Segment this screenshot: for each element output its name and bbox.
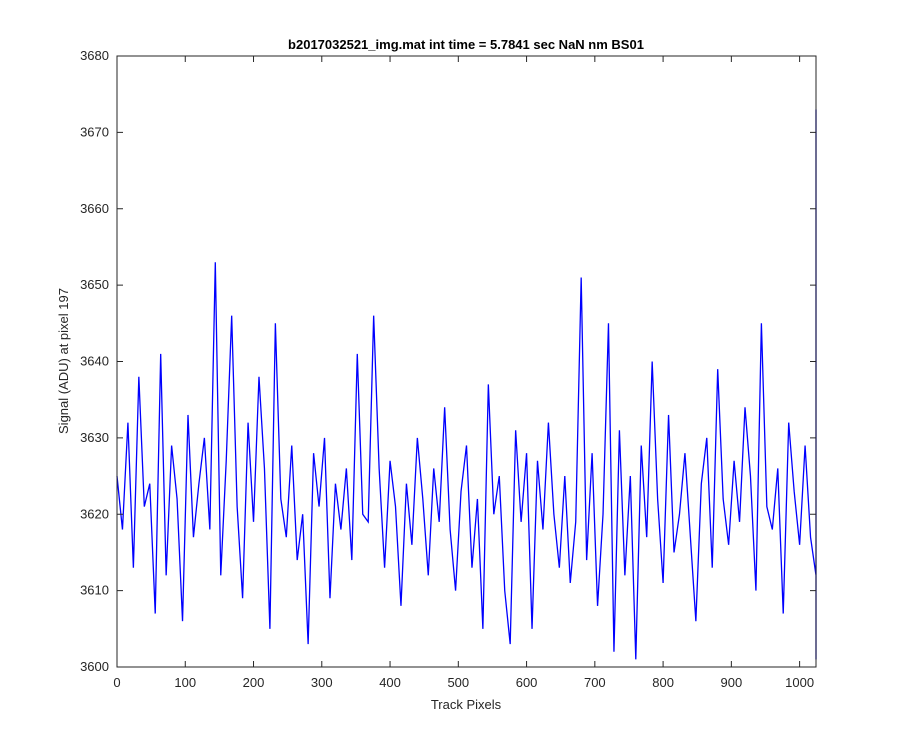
x-tick-label: 600 (516, 675, 538, 690)
x-tick-label: 100 (174, 675, 196, 690)
x-tick-label: 400 (379, 675, 401, 690)
x-tick-label: 900 (721, 675, 743, 690)
y-tick-label: 3670 (80, 124, 109, 139)
x-tick-label: 500 (447, 675, 469, 690)
x-tick-label: 800 (652, 675, 674, 690)
x-tick-label: 200 (243, 675, 265, 690)
x-axis: 0 100 200 300 400 500 600 700 800 900 1000 (113, 56, 814, 690)
x-tick-label: 300 (311, 675, 333, 690)
y-axis: 3600 3610 3620 3630 3640 3650 3660 3670 3680 (80, 48, 816, 674)
y-tick-label: 3640 (80, 354, 109, 369)
x-tick-label: 1000 (785, 675, 814, 690)
plot-area (117, 56, 816, 667)
y-tick-label: 3680 (80, 48, 109, 63)
chart-title: b2017032521_img.mat int time = 5.7841 se… (288, 37, 644, 52)
y-tick-label: 3600 (80, 659, 109, 674)
x-axis-label: Track Pixels (431, 697, 502, 712)
y-tick-label: 3650 (80, 277, 109, 292)
y-tick-label: 3660 (80, 201, 109, 216)
y-tick-label: 3620 (80, 506, 109, 521)
x-tick-label: 0 (113, 675, 120, 690)
y-tick-label: 3630 (80, 430, 109, 445)
y-tick-label: 3610 (80, 583, 109, 598)
y-axis-label: Signal (ADU) at pixel 197 (56, 288, 71, 434)
x-tick-label: 700 (584, 675, 606, 690)
